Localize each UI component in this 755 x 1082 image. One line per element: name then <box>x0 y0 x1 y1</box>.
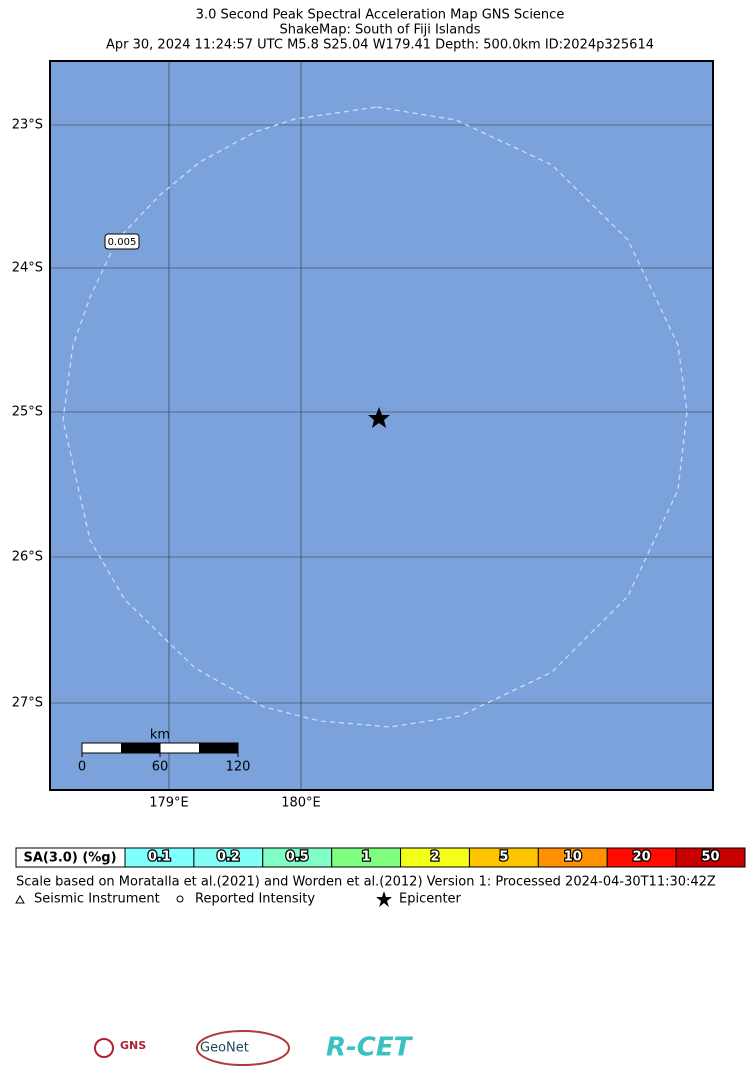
contour-label: 0.005 <box>108 237 137 248</box>
intensity-icon <box>176 895 184 903</box>
scale-label: 120 <box>226 760 251 775</box>
map-frame <box>49 60 714 791</box>
epicenter <box>368 407 390 428</box>
lat-label: 26°S <box>12 550 43 565</box>
event-info: Apr 30, 2024 11:24:57 UTC M5.8 S25.04 W1… <box>106 38 654 53</box>
legend-cell-label: 0.2 <box>217 850 240 865</box>
lat-label: 23°S <box>12 118 43 133</box>
legend-title: SA(3.0) (%g) <box>23 851 116 866</box>
lat-label: 24°S <box>12 261 43 276</box>
legend-cell <box>675 847 746 868</box>
contour <box>62 106 688 728</box>
logo: GeoNet <box>200 1041 249 1056</box>
legend-cell-label: 50 <box>702 850 720 865</box>
gns-logo-icon <box>94 1038 114 1058</box>
lat-label: 25°S <box>12 405 43 420</box>
scale-unit: km <box>150 728 170 743</box>
lon-label: 180°E <box>281 796 321 811</box>
scale-label: 0 <box>78 760 86 775</box>
legend-cell-label: 10 <box>564 850 582 865</box>
scale-label: 60 <box>152 760 169 775</box>
instrument-icon <box>15 894 25 904</box>
scale-bar <box>81 742 239 757</box>
subtitle: ShakeMap: South of Fiji Islands <box>280 23 481 38</box>
legend-symbol: Epicenter <box>399 892 462 907</box>
legend-symbol: Seismic Instrument <box>34 892 160 907</box>
epicenter-icon <box>376 891 392 907</box>
legend-cell-label: 5 <box>499 850 508 865</box>
contour-label-box <box>104 233 140 250</box>
legend-cell-label: 20 <box>633 850 651 865</box>
geonet-logo-ring <box>196 1030 290 1066</box>
legend-note: Scale based on Moratalla et al.(2021) an… <box>16 875 716 890</box>
legend-cell-label: 1 <box>362 850 371 865</box>
logo: GNS <box>120 1039 146 1052</box>
logo: R-CET <box>326 1033 414 1063</box>
legend-symbol: Reported Intensity <box>195 892 315 907</box>
lat-label: 27°S <box>12 696 43 711</box>
legend-cell-label: 0.5 <box>286 850 309 865</box>
map-area <box>50 61 713 790</box>
title: 3.0 Second Peak Spectral Acceleration Ma… <box>196 8 565 23</box>
lon-label: 179°E <box>149 796 189 811</box>
legend-cell-label: 0.1 <box>148 850 171 865</box>
legend-cell-label: 2 <box>430 850 439 865</box>
